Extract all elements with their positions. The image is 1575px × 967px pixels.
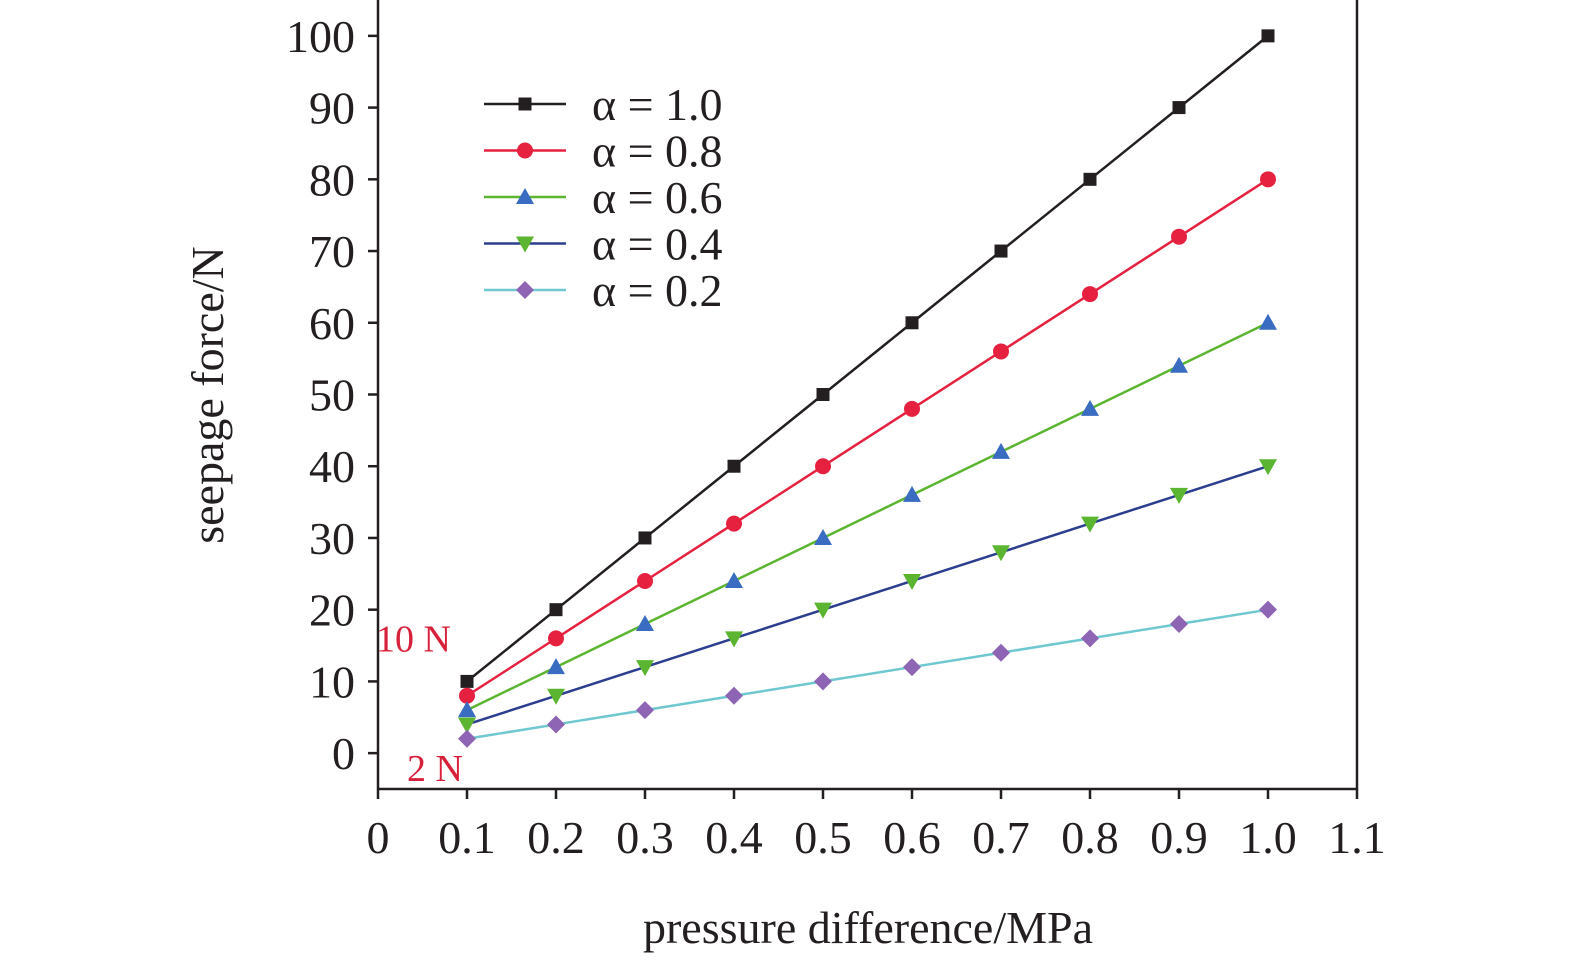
x-tick-label: 0.6	[883, 812, 941, 863]
data-point	[1081, 399, 1099, 416]
data-point	[1170, 487, 1188, 504]
data-point	[547, 658, 565, 675]
annotation-label: 10 N	[376, 618, 451, 660]
data-point	[458, 717, 476, 734]
data-point	[1082, 286, 1098, 303]
x-axis-title: pressure difference/MPa	[643, 902, 1093, 953]
x-tick-label: 0.4	[705, 812, 763, 863]
data-point	[1261, 29, 1275, 43]
data-point	[458, 701, 476, 718]
data-point	[903, 573, 921, 590]
data-point	[1259, 313, 1277, 330]
data-point	[992, 643, 1010, 662]
legend-label: α = 0.8	[592, 126, 723, 177]
legend-label: α = 1.0	[592, 79, 723, 130]
series-line-1	[466, 178, 1269, 697]
y-tick-label: 90	[309, 83, 355, 134]
data-point	[904, 400, 920, 417]
data-point	[994, 244, 1008, 258]
data-point	[1171, 228, 1187, 245]
data-point	[726, 515, 742, 532]
data-point	[636, 615, 654, 632]
data-point	[547, 688, 565, 705]
data-point	[460, 674, 474, 688]
series-markers	[458, 29, 1277, 748]
data-point	[1260, 171, 1276, 188]
series-line-2	[466, 321, 1269, 712]
data-point	[816, 388, 830, 401]
series-lines	[466, 34, 1269, 741]
x-tick-label: 0.7	[972, 812, 1030, 863]
annotations: 10 N 2 N	[376, 618, 463, 789]
data-point	[815, 458, 831, 475]
x-tick-label: 1.0	[1239, 812, 1297, 863]
x-tick-label: 0.1	[438, 812, 496, 863]
data-point	[905, 316, 919, 330]
legend-label: α = 0.2	[592, 265, 723, 316]
legend-marker	[516, 188, 534, 204]
data-point	[458, 729, 476, 748]
series-line-0	[466, 34, 1269, 683]
data-point	[1259, 459, 1277, 476]
series-line-3	[466, 465, 1269, 726]
data-point	[725, 686, 743, 705]
data-point	[814, 602, 832, 619]
y-axis-title: seepage force/N	[182, 246, 233, 544]
y-tick-label: 70	[309, 226, 355, 277]
y-tick-label: 40	[309, 441, 355, 492]
x-tick-label: 0.2	[527, 812, 585, 863]
y-tick-label: 30	[309, 513, 355, 564]
x-tick-label: 0.3	[616, 812, 674, 863]
data-point	[1081, 629, 1099, 648]
data-point	[903, 658, 921, 677]
data-point	[547, 715, 565, 734]
data-point	[1170, 615, 1188, 634]
data-point	[1259, 600, 1277, 619]
series-line-4	[466, 608, 1269, 741]
legend-label: α = 0.4	[592, 219, 723, 270]
legend-marker	[518, 97, 532, 111]
data-point	[636, 701, 654, 720]
data-point	[725, 631, 743, 648]
data-point	[814, 672, 832, 691]
y-tick-label: 60	[309, 298, 355, 349]
data-point	[636, 660, 654, 677]
legend-marker	[516, 236, 534, 253]
data-point	[638, 531, 652, 545]
x-tick-label: 1.1	[1328, 812, 1386, 863]
y-tick-label: 100	[286, 11, 355, 62]
legend: α = 1.0α = 0.8α = 0.6α = 0.4α = 0.2	[484, 79, 723, 316]
data-point	[725, 571, 743, 588]
data-point	[992, 442, 1010, 459]
x-tick-label: 0	[367, 812, 390, 863]
data-point	[459, 687, 475, 704]
data-point	[1170, 356, 1188, 373]
x-tick-label: 0.9	[1150, 812, 1208, 863]
data-point	[549, 603, 563, 617]
y-tick-label: 50	[309, 370, 355, 421]
data-point	[814, 528, 832, 545]
data-point	[548, 630, 564, 647]
annotation-label: 2 N	[407, 748, 463, 790]
data-point	[992, 545, 1010, 562]
legend-marker	[516, 281, 534, 299]
y-tick-label: 80	[309, 154, 355, 205]
axes: 0 0.1 0.2 0.3 0.4 0.5 0.6 0.7 0.8 0.9 1.0 1.1 0 10 20 3…	[182, 0, 1386, 953]
data-point	[727, 459, 741, 473]
x-tick-label: 0.8	[1061, 812, 1119, 863]
data-point	[637, 572, 653, 589]
data-point	[1083, 172, 1097, 186]
data-point	[993, 343, 1009, 360]
data-point	[903, 485, 921, 502]
x-tick-label: 0.5	[794, 812, 852, 863]
y-tick-label: 20	[309, 585, 355, 636]
legend-marker	[517, 142, 533, 159]
data-point	[1081, 516, 1099, 533]
y-tick-label: 10	[309, 656, 355, 707]
data-point	[1172, 101, 1186, 115]
y-tick-label: 0	[332, 728, 355, 779]
legend-label: α = 0.6	[592, 172, 723, 223]
